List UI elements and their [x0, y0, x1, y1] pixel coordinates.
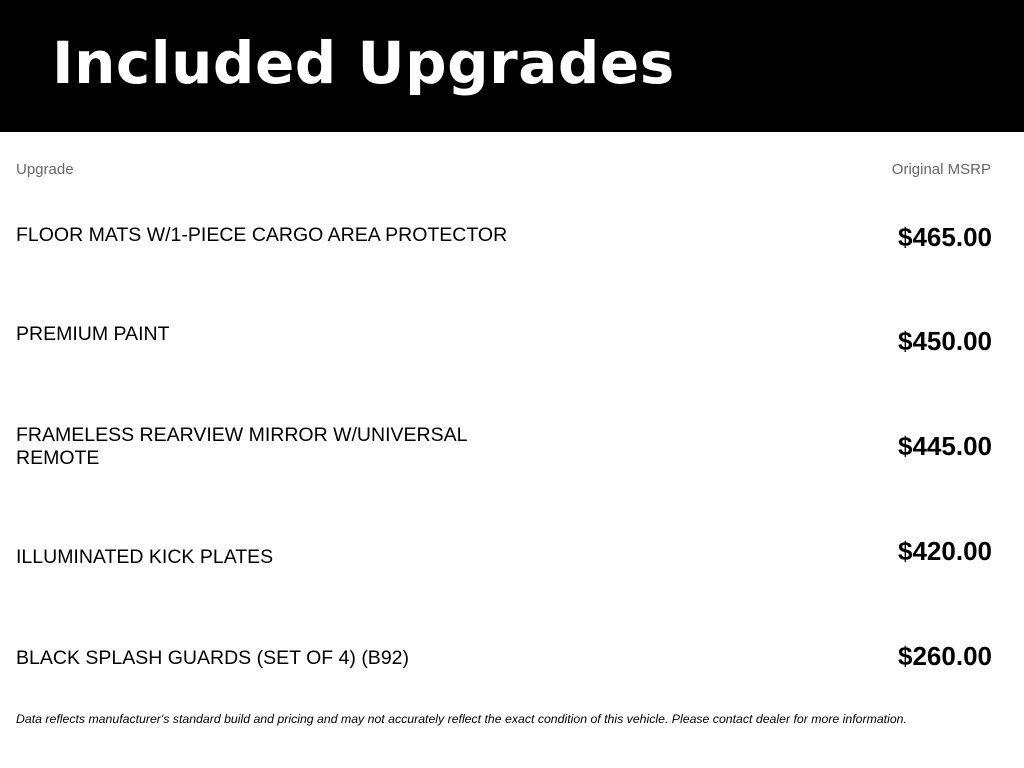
column-header-upgrade: Upgrade: [16, 161, 74, 178]
upgrade-price: $260.00: [898, 641, 992, 671]
upgrade-name: ILLUMINATED KICK PLATES: [16, 546, 274, 568]
column-header-msrp: Original MSRP: [891, 161, 991, 178]
upgrade-price: $465.00: [898, 222, 992, 252]
table-row: ILLUMINATED KICK PLATES $420.00: [0, 0, 1024, 568]
upgrade-name: FRAMELESS REARVIEW MIRROR W/UNIVERSAL RE…: [16, 424, 467, 469]
table-row: FRAMELESS REARVIEW MIRROR W/UNIVERSAL RE…: [0, 0, 1024, 469]
upgrade-price: $445.00: [898, 431, 992, 461]
header-banner: Included Upgrades: [0, 0, 1024, 132]
upgrade-price: $420.00: [898, 536, 992, 566]
table-row: BLACK SPLASH GUARDS (SET OF 4) (B92) $26…: [0, 0, 1024, 671]
table-row: FLOOR MATS W/1-PIECE CARGO AREA PROTECTO…: [0, 0, 1024, 252]
table-row: PREMIUM PAINT $450.00: [0, 0, 1024, 356]
page-title: Included Upgrades: [52, 29, 675, 97]
upgrade-name: PREMIUM PAINT: [16, 323, 170, 345]
upgrade-name: FLOOR MATS W/1-PIECE CARGO AREA PROTECTO…: [16, 224, 508, 246]
disclaimer-text: Data reflects manufacturer's standard bu…: [16, 712, 907, 726]
upgrade-price: $450.00: [898, 326, 992, 356]
upgrade-name: BLACK SPLASH GUARDS (SET OF 4) (B92): [16, 647, 409, 669]
